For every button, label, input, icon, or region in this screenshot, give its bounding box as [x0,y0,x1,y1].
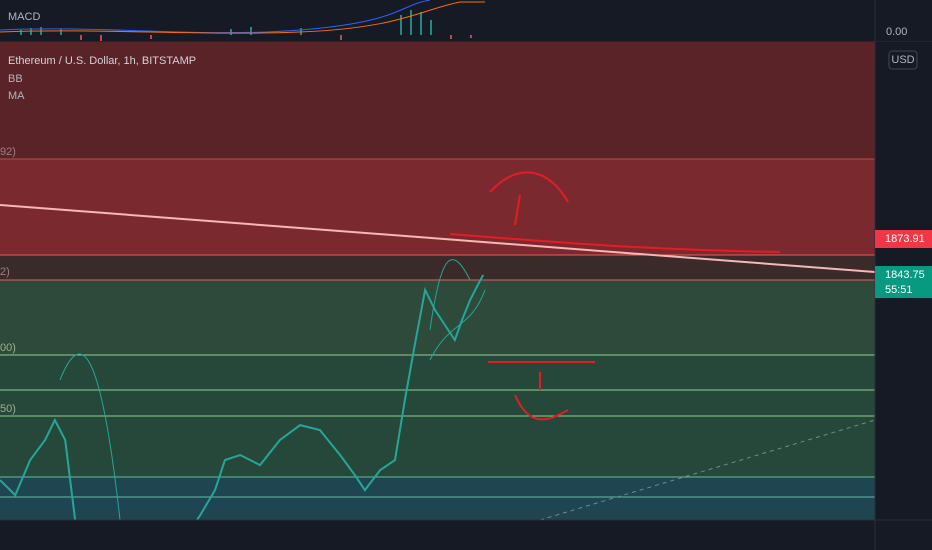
fib-label: 00) [0,342,16,354]
macd-pane: MACD 0.00 [0,0,932,43]
currency-button[interactable] [888,50,918,70]
last-price-tag [875,266,932,298]
level-price: 1873.91 [885,233,925,245]
fib-label: 50) [0,403,16,415]
indicator-label: MA [8,90,25,102]
zones [0,42,875,520]
symbol-title: Ethereum / U.S. Dollar, 1h, BITSTAMP [8,55,196,67]
price-line [0,274,485,520]
level-tag [875,230,932,248]
drawings [449,171,781,421]
macd-label: MACD [8,11,40,23]
currency[interactable]: USD [891,54,914,66]
countdown: 55:51 [885,284,913,296]
last-price: 1843.75 [885,269,925,281]
price [0,274,485,520]
macd-value: 0.00 [886,26,907,38]
fib-label: 92) [0,146,16,158]
indicator-label: BB [8,73,23,85]
fib-label: 2) [0,266,10,278]
time-axis [0,520,875,550]
